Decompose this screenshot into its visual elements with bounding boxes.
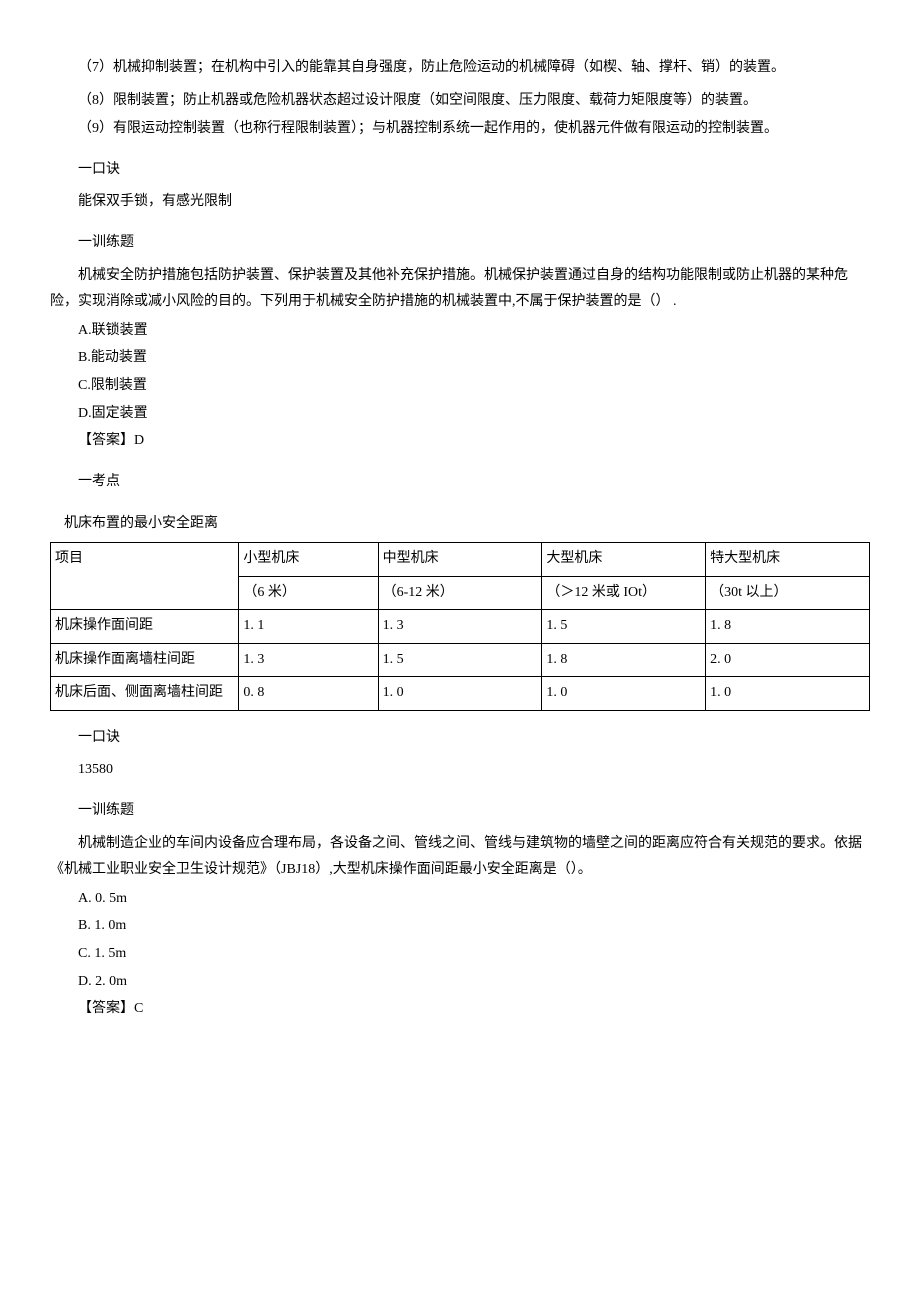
table-cell: 机床操作面间距 [51, 610, 239, 644]
question-1-answer: 【答案】D [50, 428, 870, 455]
mnemonic-text-1: 能保双手锁，有感光限制 [50, 189, 870, 216]
table-row: 机床操作面间距 1. 1 1. 3 1. 5 1. 8 [51, 610, 870, 644]
table-header-1: 小型机床 [239, 542, 378, 576]
table-cell: 1. 0 [378, 677, 542, 711]
paragraph-7: （7）机械抑制装置；在机构中引入的能靠其自身强度，防止危险运动的机械障碍（如楔、… [50, 55, 870, 82]
table-subhead-1: （6 米） [239, 576, 378, 610]
question-1-option-b: B.能动装置 [50, 345, 870, 372]
table-title: 机床布置的最小安全距离 [50, 511, 870, 538]
question-2-answer: 【答案】C [50, 996, 870, 1023]
table-cell: 2. 0 [706, 643, 870, 677]
table-cell: 0. 8 [239, 677, 378, 711]
table-cell: 1. 8 [542, 643, 706, 677]
table-subhead-4: （30t 以上） [706, 576, 870, 610]
table-subhead-3: （＞12 米或 IOt） [542, 576, 706, 610]
question-1-stem: 机械安全防护措施包括防护装置、保护装置及其他补充保护措施。机械保护装置通过自身的… [50, 263, 870, 316]
question-1-option-c: C.限制装置 [50, 373, 870, 400]
table-header-2: 中型机床 [378, 542, 542, 576]
paragraph-9: （9）有限运动控制装置（也称行程限制装置）；与机器控制系统一起作用的，使机器元件… [50, 116, 870, 143]
question-2-stem: 机械制造企业的车间内设备应合理布局，各设备之间、管线之间、管线与建筑物的墙壁之间… [50, 831, 870, 884]
question-2-option-b: B. 1. 0m [50, 913, 870, 940]
table-cell: 1. 3 [239, 643, 378, 677]
table-row: 机床操作面离墙柱间距 1. 3 1. 5 1. 8 2. 0 [51, 643, 870, 677]
mnemonic-text-2: 13580 [50, 757, 870, 784]
table-cell: 1. 5 [542, 610, 706, 644]
table-subhead-2: （6-12 米） [378, 576, 542, 610]
table-header-0: 项目 [51, 542, 239, 609]
heading-mnemonic-1: 一口诀 [50, 157, 870, 184]
table-cell: 1. 0 [542, 677, 706, 711]
table-header-3: 大型机床 [542, 542, 706, 576]
table-header-row: 项目 小型机床 中型机床 大型机床 特大型机床 [51, 542, 870, 576]
question-1-option-d: D.固定装置 [50, 401, 870, 428]
table-cell: 机床后面、侧面离墙柱间距 [51, 677, 239, 711]
table-cell: 机床操作面离墙柱间距 [51, 643, 239, 677]
table-cell: 1. 1 [239, 610, 378, 644]
table-cell: 1. 0 [706, 677, 870, 711]
heading-exercise-2: 一训练题 [50, 798, 870, 825]
heading-exercise-1: 一训练题 [50, 230, 870, 257]
question-1-option-a: A.联锁装置 [50, 318, 870, 345]
question-2-option-c: C. 1. 5m [50, 941, 870, 968]
heading-mnemonic-2: 一口诀 [50, 725, 870, 752]
heading-keypoint: 一考点 [50, 469, 870, 496]
safety-distance-table: 项目 小型机床 中型机床 大型机床 特大型机床 （6 米） （6-12 米） （… [50, 542, 870, 711]
table-cell: 1. 8 [706, 610, 870, 644]
table-row: 机床后面、侧面离墙柱间距 0. 8 1. 0 1. 0 1. 0 [51, 677, 870, 711]
table-cell: 1. 5 [378, 643, 542, 677]
question-2-option-d: D. 2. 0m [50, 969, 870, 996]
question-2-option-a: A. 0. 5m [50, 886, 870, 913]
table-cell: 1. 3 [378, 610, 542, 644]
paragraph-8: （8）限制装置；防止机器或危险机器状态超过设计限度（如空间限度、压力限度、载荷力… [50, 88, 870, 115]
table-header-4: 特大型机床 [706, 542, 870, 576]
